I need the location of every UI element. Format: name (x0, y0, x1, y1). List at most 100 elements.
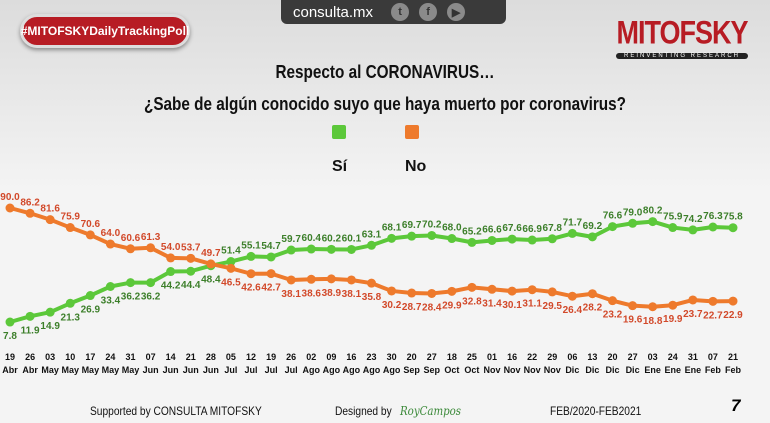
data-point (507, 234, 517, 244)
data-label: 68.0 (442, 223, 462, 234)
data-point (587, 289, 597, 299)
data-label: 49.7 (201, 248, 221, 259)
data-point (246, 269, 256, 279)
data-point (527, 235, 537, 245)
data-label: 54.0 (161, 242, 181, 253)
data-label: 29.9 (442, 300, 462, 311)
x-tick-label: 03 (648, 352, 658, 362)
data-label: 11.9 (21, 325, 40, 336)
data-label: 26.9 (81, 305, 101, 316)
x-tick-label: 12 (246, 352, 256, 362)
data-point (25, 208, 35, 218)
data-point (286, 275, 296, 285)
data-label: 76.6 (603, 211, 623, 222)
data-point (668, 300, 678, 310)
data-point (186, 253, 196, 263)
data-label: 53.7 (181, 242, 201, 253)
x-tick-label: May (41, 365, 59, 375)
data-label: 18.8 (643, 316, 663, 327)
data-label: 30.1 (502, 300, 522, 311)
legend-label-no: No (405, 158, 427, 175)
data-label: 31.4 (482, 298, 502, 309)
designer-name: RoyCampos (400, 404, 462, 418)
data-label: 36.2 (121, 292, 141, 303)
data-label: 67.6 (502, 223, 522, 234)
data-label: 66.6 (482, 224, 502, 235)
x-tick-label: 26 (25, 352, 35, 362)
x-tick-label: 21 (186, 352, 196, 362)
data-label: 28.2 (583, 303, 603, 314)
x-tick-label: Ago (343, 365, 361, 375)
data-label: 33.4 (101, 296, 121, 307)
data-label: 19.6 (623, 315, 643, 326)
data-point (467, 237, 477, 247)
x-tick-label: Feb (705, 365, 722, 375)
data-label: 21.3 (61, 312, 81, 323)
data-point (45, 215, 55, 225)
data-label: 69.2 (583, 221, 603, 232)
twitter-icon[interactable]: t (391, 3, 410, 21)
x-tick-label: Ago (363, 365, 381, 375)
data-point (126, 244, 135, 254)
data-label: 81.6 (40, 204, 60, 215)
data-label: 70.6 (81, 219, 101, 230)
x-tick-label: Feb (725, 365, 742, 375)
data-point (105, 239, 115, 249)
data-label: 14.9 (40, 321, 60, 332)
x-tick-label: 31 (688, 352, 698, 362)
data-point (728, 223, 738, 233)
data-point (367, 278, 376, 288)
data-label: 38.1 (342, 289, 362, 300)
x-tick-label: 24 (105, 352, 115, 362)
data-point (5, 203, 15, 213)
data-point (507, 286, 517, 296)
data-point (146, 243, 156, 253)
data-label: 69.7 (402, 220, 422, 231)
data-point (146, 278, 156, 288)
x-tick-label: Jul (285, 365, 298, 375)
page-number: 7 (731, 396, 741, 415)
x-tick-label: 22 (527, 352, 537, 362)
x-tick-label: 02 (306, 352, 316, 362)
hashtag-badge: #MITOFSKYDailyTrackingPoll (20, 14, 190, 48)
data-label: 44.4 (181, 280, 201, 291)
x-tick-label: May (102, 365, 120, 375)
data-label: 68.1 (382, 222, 402, 233)
x-tick-label: Nov (524, 365, 541, 375)
data-point (246, 251, 256, 261)
data-point (467, 282, 477, 292)
data-label: 79.0 (623, 207, 643, 218)
data-label: 42.7 (261, 283, 281, 294)
data-label: 86.2 (20, 197, 40, 208)
data-label: 64.0 (101, 228, 121, 239)
data-point (688, 295, 698, 305)
x-tick-label: 26 (286, 352, 296, 362)
x-tick-label: 09 (326, 352, 336, 362)
x-tick-label: 18 (447, 352, 457, 362)
data-label: 60.6 (121, 233, 141, 244)
data-point (306, 274, 316, 284)
x-tick-label: 10 (65, 352, 75, 362)
data-label: 38.6 (302, 288, 322, 299)
facebook-icon[interactable]: f (419, 3, 438, 21)
data-label: 75.9 (663, 212, 683, 223)
site-link[interactable]: consulta.mx (293, 3, 374, 21)
x-tick-label: Jun (163, 365, 179, 375)
x-tick-label: 13 (587, 352, 597, 362)
x-tick-label: Dic (605, 365, 619, 375)
youtube-icon[interactable]: ▶ (447, 3, 466, 21)
data-label: 67.8 (543, 223, 563, 234)
x-tick-label: 21 (728, 352, 738, 362)
data-label: 26.4 (563, 305, 583, 316)
x-tick-label: Ago (303, 365, 321, 375)
data-point (186, 266, 196, 276)
data-label: 66.9 (522, 224, 542, 235)
data-point (105, 282, 115, 292)
x-tick-label: Oct (444, 365, 459, 375)
data-point (728, 296, 738, 306)
period: FEB/2020-FEB2021 (550, 404, 642, 418)
x-tick-label: 14 (166, 352, 176, 362)
legend-label-si: Sí (332, 158, 348, 175)
data-point (85, 291, 95, 301)
data-label: 44.2 (161, 281, 181, 292)
